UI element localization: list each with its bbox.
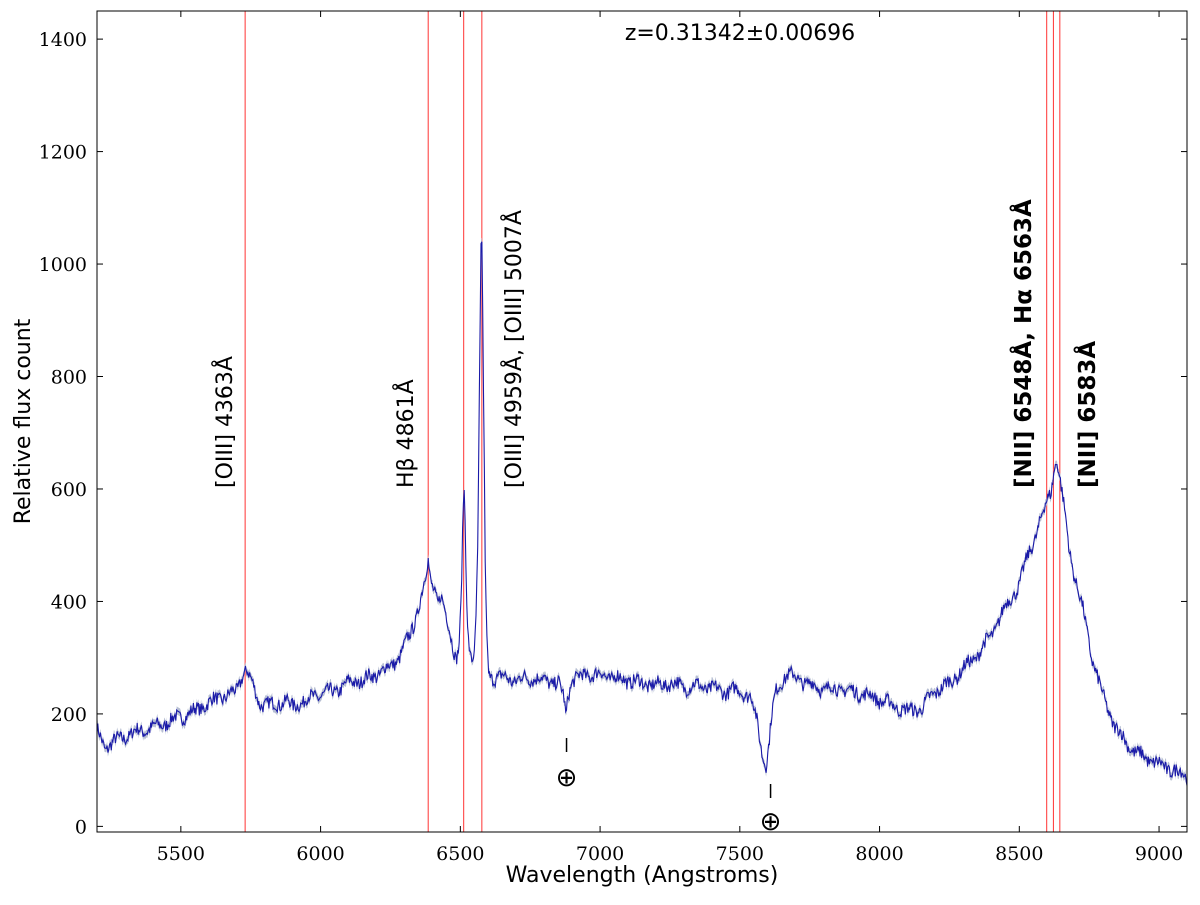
x-tick-label: 5500 — [157, 843, 205, 865]
redshift-annotation: z=0.31342±0.00696 — [625, 21, 855, 46]
spectrum-line — [96, 241, 1188, 786]
y-tick-label: 600 — [51, 479, 87, 501]
y-tick-label: 1400 — [39, 29, 87, 51]
x-tick-label: 9000 — [1135, 843, 1183, 865]
plot-frame — [96, 10, 1188, 833]
y-tick-label: 800 — [51, 367, 87, 389]
line-label-4: [NII] 6583Å — [1073, 341, 1101, 488]
telluric-symbol-0: ⊕ — [556, 763, 578, 793]
x-tick-label: 6000 — [296, 843, 344, 865]
axis-ticks: 5500 6000 6500 7000 7500 8000 8500 9000 0 200 400 6… — [39, 11, 1187, 865]
y-tick-label: 400 — [51, 591, 87, 613]
line-label-0: [OIII] 4363Å — [211, 356, 238, 488]
y-tick-label: 0 — [75, 816, 87, 838]
x-tick-label: 8000 — [855, 843, 903, 865]
y-tick-label: 1000 — [39, 254, 87, 276]
line-label-3: [NII] 6548Å, Hα 6563Å — [1009, 199, 1037, 488]
y-tick-label: 200 — [51, 704, 87, 726]
x-axis-label: Wavelength (Angstroms) — [506, 863, 779, 888]
y-tick-label: 1200 — [39, 142, 87, 164]
x-tick-label: 6500 — [436, 843, 484, 865]
y-axis-label: Relative flux count — [11, 318, 36, 524]
x-tick-label: 7000 — [576, 843, 624, 865]
annotations: [OIII] 4363Å Hβ 4861Å [OIII] 4959Å, [OIII]… — [211, 199, 1101, 837]
x-tick-label: 8500 — [995, 843, 1043, 865]
emission-line-markers — [244, 11, 1061, 832]
spectrum-series-layer — [96, 241, 1188, 786]
line-label-1: Hβ 4861Å — [392, 379, 419, 488]
x-tick-label: 7500 — [716, 843, 764, 865]
line-label-2: [OIII] 4959Å, [OIII] 5007Å — [500, 210, 527, 488]
telluric-symbol-1: ⊕ — [760, 807, 782, 837]
